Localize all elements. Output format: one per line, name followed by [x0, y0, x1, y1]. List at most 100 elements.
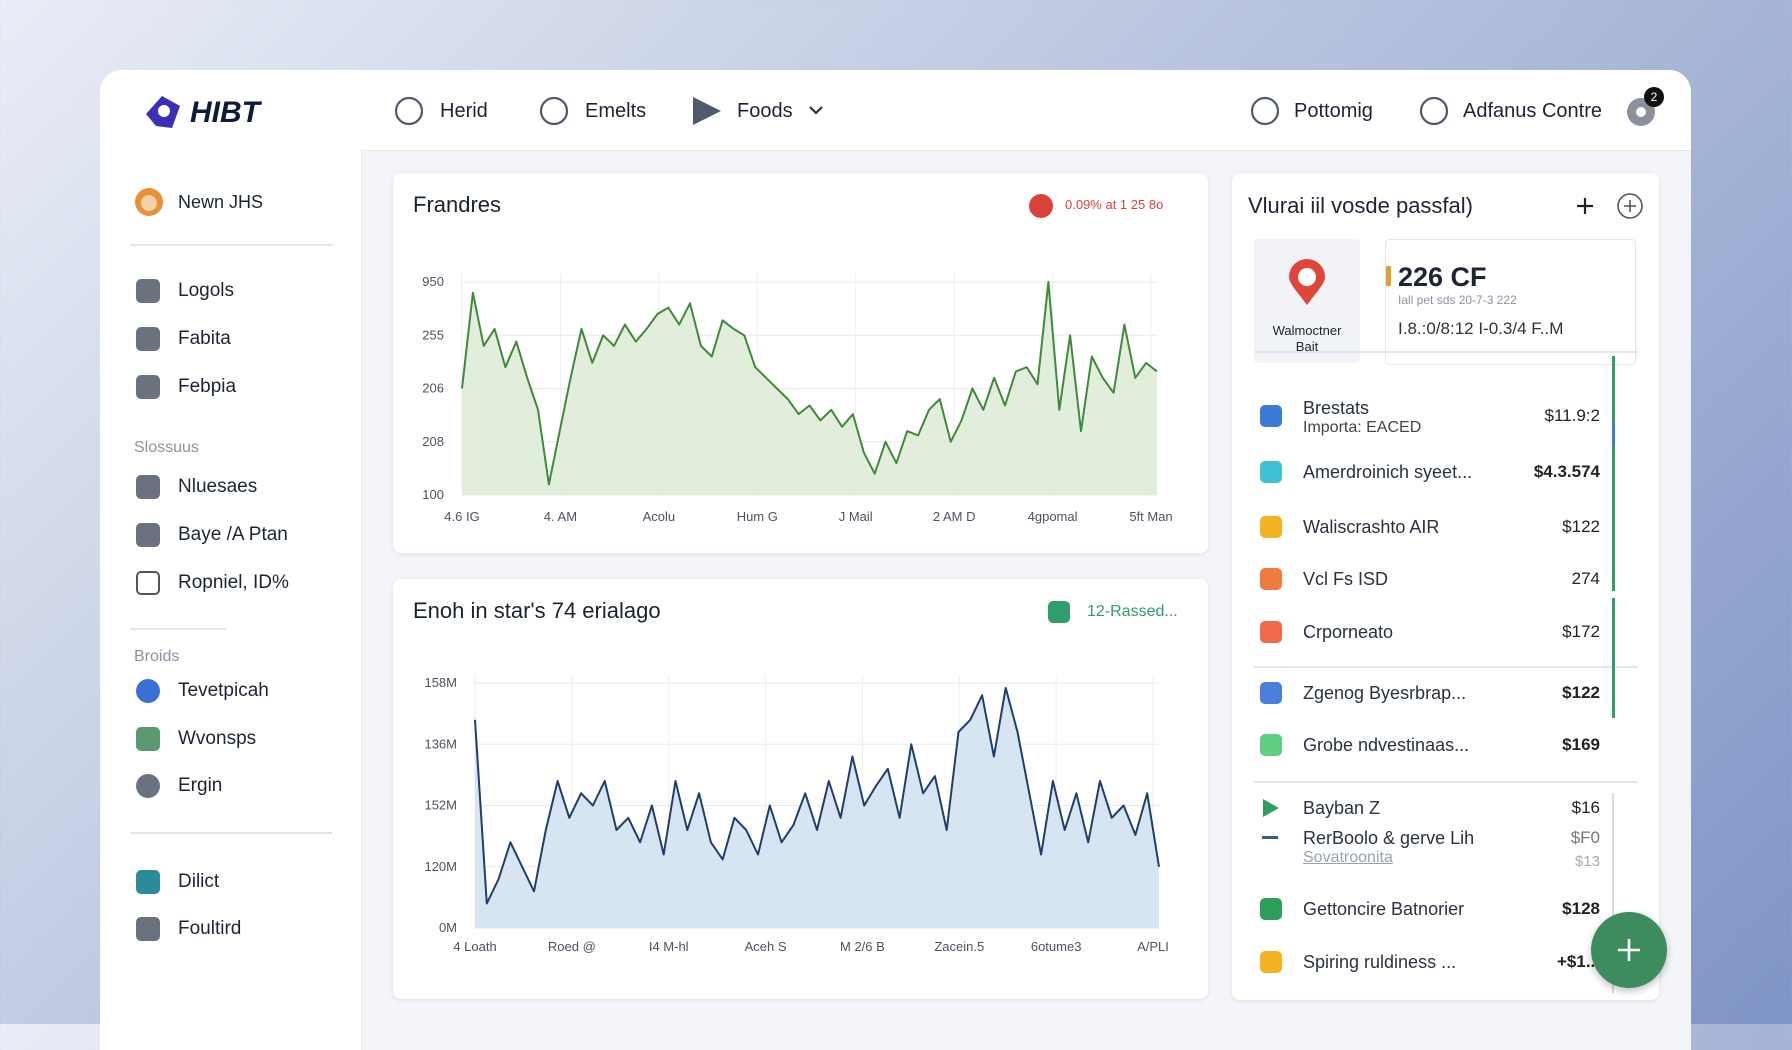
row-name[interactable]: Spiring ruldiness ...: [1303, 952, 1457, 972]
sidebar-item[interactable]: Dilict: [178, 871, 220, 892]
row-badge: [1260, 898, 1282, 920]
row-triangle: [1263, 799, 1279, 817]
icon-box: [136, 917, 160, 941]
row-name[interactable]: Zgenog Byesrbrap...: [1303, 683, 1467, 703]
badge-dot: [1048, 601, 1070, 623]
nav-item[interactable]: Herid: [440, 100, 488, 122]
x-tick-label: Roed @: [548, 939, 596, 954]
featured-value: 226 CF: [1398, 262, 1487, 292]
icon-box: [136, 870, 160, 894]
row-badge: [1260, 682, 1282, 704]
nav-item[interactable]: Adfanus Contre: [1463, 100, 1602, 122]
row-icon: [1260, 516, 1282, 538]
pin-inner: [1298, 268, 1316, 286]
area: [475, 687, 1159, 928]
icon-box: [136, 475, 160, 499]
avatar-face: [141, 195, 157, 211]
row-name[interactable]: Vcl Fs ISD: [1303, 569, 1389, 589]
panel-title: Vlurai iil vosde passfal): [1248, 193, 1473, 218]
pin-icon: [1289, 259, 1325, 305]
row-scroll-bar: [1612, 598, 1615, 718]
row-amount: $169: [1562, 735, 1600, 754]
sidebar-icon: [136, 774, 160, 798]
nav-item[interactable]: Emelts: [585, 100, 647, 122]
row-icon: [1260, 621, 1282, 643]
gear-hole: [1636, 107, 1646, 117]
row-amount: +$1...: [1556, 952, 1600, 971]
chart-card: Enoh in star's 74 erialago 12-Rassed... 15…: [393, 579, 1208, 999]
sidebar-item[interactable]: Febpia: [178, 376, 237, 397]
sidebar-item[interactable]: Nluesaes: [178, 476, 258, 497]
featured-line2: I.8.:0/8:12 I-0.3/4 F..M: [1398, 319, 1564, 338]
sidebar-item[interactable]: Tevetpicah: [178, 680, 269, 701]
row-amount: $4.3.574: [1533, 462, 1600, 481]
nav-icon-ring: [1250, 96, 1280, 126]
row-name[interactable]: Gettoncire Batnorier: [1303, 899, 1465, 919]
row-badge: [1260, 621, 1282, 643]
featured-tile: Walmoctner Bait: [1254, 239, 1360, 363]
sidebar-item[interactable]: Baye /A Ptan: [178, 524, 288, 545]
nav-icon: [539, 96, 569, 126]
featured-label: Walmoctner Bait: [1272, 323, 1342, 354]
sidebar-divider: [130, 628, 226, 630]
add-circle: [1617, 193, 1643, 219]
row-name[interactable]: Amerdroinich syeet...: [1303, 462, 1473, 482]
x-tick-label: I4 M-hl: [649, 939, 689, 954]
sidebar-item[interactable]: Fabita: [178, 328, 231, 349]
sidebar-icon: [136, 279, 160, 303]
chart-title: Enoh in star's 74 erialago: [413, 598, 661, 623]
row-name[interactable]: Waliscrashto AIR: [1303, 517, 1440, 537]
nav-icon: [693, 97, 721, 125]
row-icon: [1260, 951, 1282, 973]
sidebar-icon: [136, 475, 160, 499]
row-name[interactable]: Crporneato: [1303, 622, 1394, 642]
sidebar-item[interactable]: Wvonsps: [178, 728, 257, 749]
row-name[interactable]: RerBoolo & gerve Lih: [1303, 828, 1475, 848]
add-button-icon: [1618, 939, 1640, 961]
row-badge: [1260, 405, 1282, 427]
icon-box: [136, 571, 160, 595]
x-tick-label: J Mail: [839, 509, 873, 524]
panel-divider: [1254, 351, 1638, 353]
row-name[interactable]: Grobe ndvestinaas...: [1303, 735, 1470, 755]
y-tick-label: 0M: [439, 920, 457, 935]
row-badge: [1260, 516, 1282, 538]
featured-line1: Iall pet sds 20-7-3 222: [1398, 293, 1517, 307]
icon-box: [136, 327, 160, 351]
row-icon: [1260, 734, 1282, 756]
nav-item[interactable]: Foods: [737, 100, 793, 122]
add-button[interactable]: [1591, 912, 1667, 988]
row-name[interactable]: Bayban Z: [1303, 798, 1381, 818]
nav-chevron: [809, 106, 823, 115]
area: [462, 282, 1157, 495]
y-tick-label: 206: [422, 381, 444, 396]
x-tick-label: 5ft Man: [1129, 509, 1172, 524]
row-amount-2: $13: [1574, 853, 1600, 870]
row-dash: [1262, 836, 1278, 839]
sidebar-divider: [130, 244, 332, 246]
row-name[interactable]: Brestats: [1303, 398, 1370, 418]
row-icon: [1262, 836, 1278, 839]
row-amount: 274: [1571, 569, 1600, 588]
sidebar-item[interactable]: Ergin: [178, 775, 223, 796]
x-tick-label: M 2/6 B: [840, 939, 885, 954]
x-tick-label: 4.6 IG: [444, 509, 479, 524]
nav-item[interactable]: Pottomig: [1294, 100, 1373, 122]
nav-icon-ring: [539, 96, 569, 126]
icon-box: [136, 375, 160, 399]
play-icon: [693, 97, 721, 125]
sidebar-icon: [136, 727, 160, 751]
user-name: Newn JHS: [178, 192, 264, 212]
sidebar-item[interactable]: Foultird: [178, 918, 242, 939]
sidebar-item[interactable]: Ropniel, ID%: [178, 572, 289, 593]
sidebar-divider: [130, 832, 332, 834]
sidebar-item[interactable]: Logols: [178, 280, 234, 301]
featured-info: 226 CF Iall pet sds 20-7-3 222 I.8.:0/8:12…: [1385, 239, 1636, 365]
row-badge: [1260, 461, 1282, 483]
row-amount: $F0: [1570, 828, 1600, 847]
notification-badge: 2: [1644, 87, 1664, 107]
row-badge: [1260, 734, 1282, 756]
row-icon: [1260, 898, 1282, 920]
